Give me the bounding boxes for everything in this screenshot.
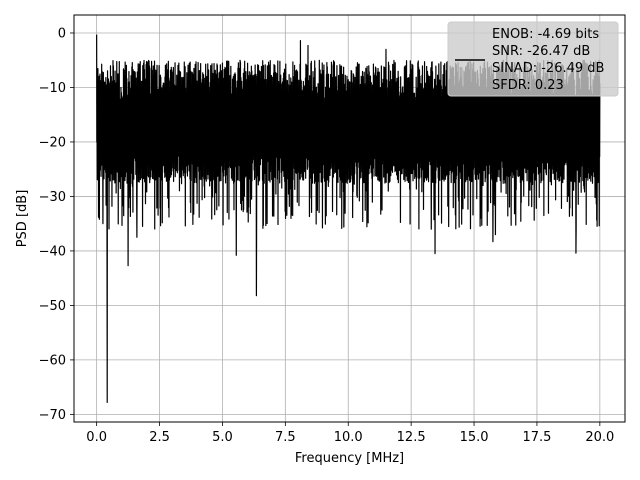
- legend-line-snr: SNR: -26.47 dB: [492, 44, 590, 59]
- x-tick-label: 20.0: [585, 430, 614, 445]
- plot-frame: [73, 14, 626, 423]
- psd-series: [96, 34, 601, 403]
- y-tick-label: −70: [39, 408, 66, 423]
- y-tick-label: −60: [39, 353, 66, 368]
- y-tick-label: −40: [39, 244, 66, 259]
- x-axis-ticks: 0.0 2.5 5.0 7.5 10.0 12.5 15.0 17.5 20.0: [86, 422, 614, 445]
- y-axis-label: PSD [dB]: [15, 190, 30, 248]
- y-tick-label: 0: [58, 26, 66, 41]
- psd-line: [96, 34, 601, 403]
- y-axis-ticks: 0 −10 −20 −30 −40 −50 −60 −70: [39, 26, 74, 423]
- y-tick-label: −10: [39, 81, 66, 96]
- x-tick-label: 17.5: [522, 430, 551, 445]
- x-tick-label: 15.0: [460, 430, 489, 445]
- legend-box: [447, 21, 619, 97]
- x-tick-label: 0.0: [86, 430, 107, 445]
- x-tick-label: 7.5: [275, 430, 296, 445]
- legend-line-sinad: SINAD: -26.49 dB: [492, 61, 604, 76]
- x-tick-label: 10.0: [334, 430, 363, 445]
- y-tick-label: −20: [39, 135, 66, 150]
- x-tick-label: 12.5: [397, 430, 426, 445]
- y-tick-label: −50: [39, 299, 66, 314]
- x-axis-label: Frequency [MHz]: [295, 451, 404, 466]
- legend-line-sfdr: SFDR: 0.23: [492, 78, 564, 93]
- legend-line-enob: ENOB: -4.69 bits: [492, 27, 599, 42]
- legend: ENOB: -4.69 bits SNR: -26.47 dB SINAD: -…: [447, 21, 619, 97]
- y-tick-label: −30: [39, 190, 66, 205]
- x-tick-label: 2.5: [149, 430, 170, 445]
- x-tick-label: 5.0: [212, 430, 233, 445]
